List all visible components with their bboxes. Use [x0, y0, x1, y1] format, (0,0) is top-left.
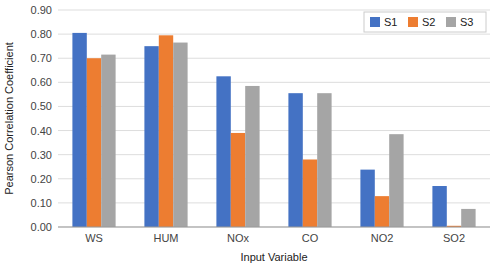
- x-axis-label: Input Variable: [240, 251, 307, 263]
- x-axis-line: [58, 227, 490, 228]
- bar: [245, 86, 259, 227]
- x-tick-label: NO2: [371, 232, 394, 244]
- legend-label: S1: [384, 16, 397, 28]
- grid-line: [58, 82, 490, 83]
- bar: [173, 43, 187, 227]
- bar: [87, 58, 101, 227]
- y-tick-label: 0.80: [31, 28, 52, 40]
- grid-line: [58, 106, 490, 107]
- chart: 0.00 0.10 0.20 0.30 0.40 0.50 0.60 0.70 0.80 0.90…: [0, 0, 500, 267]
- x-tick-label: HUM: [153, 232, 178, 244]
- grid: [58, 10, 490, 227]
- y-tick-label: 0.70: [31, 52, 52, 64]
- legend: S1 S2 S3: [364, 12, 486, 32]
- x-tick-label: WS: [85, 232, 103, 244]
- bar: [216, 76, 230, 227]
- grid-line: [58, 130, 490, 131]
- legend-label: S2: [422, 16, 435, 28]
- y-tick-label: 0.20: [31, 173, 52, 185]
- y-tick-label: 0.90: [31, 4, 52, 16]
- legend-label: S3: [460, 16, 473, 28]
- bar: [461, 209, 475, 227]
- bar: [159, 35, 173, 227]
- y-tick-label: 0.60: [31, 76, 52, 88]
- bar: [72, 33, 86, 227]
- bars: [72, 33, 475, 227]
- grid-line: [58, 227, 490, 228]
- grid-line: [58, 10, 490, 11]
- grid-line: [58, 202, 490, 203]
- legend-swatch: [446, 17, 456, 27]
- bar: [389, 134, 403, 227]
- bar: [360, 170, 374, 227]
- x-tick-label: NOx: [227, 232, 250, 244]
- x-tick-label: CO: [302, 232, 319, 244]
- bar: [375, 196, 389, 227]
- y-tick-label: 0.50: [31, 100, 52, 112]
- bar: [303, 159, 317, 227]
- x-tick-label: SO2: [443, 232, 465, 244]
- bar: [288, 93, 302, 227]
- y-tick-label: 0.00: [31, 221, 52, 233]
- y-tick-label: 0.30: [31, 149, 52, 161]
- grid-line: [58, 178, 490, 179]
- grid-line: [58, 34, 490, 35]
- grid-line: [58, 58, 490, 59]
- bar: [231, 133, 245, 227]
- bar: [144, 46, 158, 227]
- bar: [101, 55, 115, 227]
- legend-swatch: [370, 17, 380, 27]
- legend-swatch: [408, 17, 418, 27]
- y-tick-label: 0.40: [31, 125, 52, 137]
- legend-box: [364, 12, 486, 32]
- y-axis-label: Pearson Correlation Coefficient: [3, 42, 15, 195]
- bar: [432, 186, 446, 227]
- y-tick-label: 0.10: [31, 197, 52, 209]
- bar: [317, 93, 331, 227]
- grid-line: [58, 154, 490, 155]
